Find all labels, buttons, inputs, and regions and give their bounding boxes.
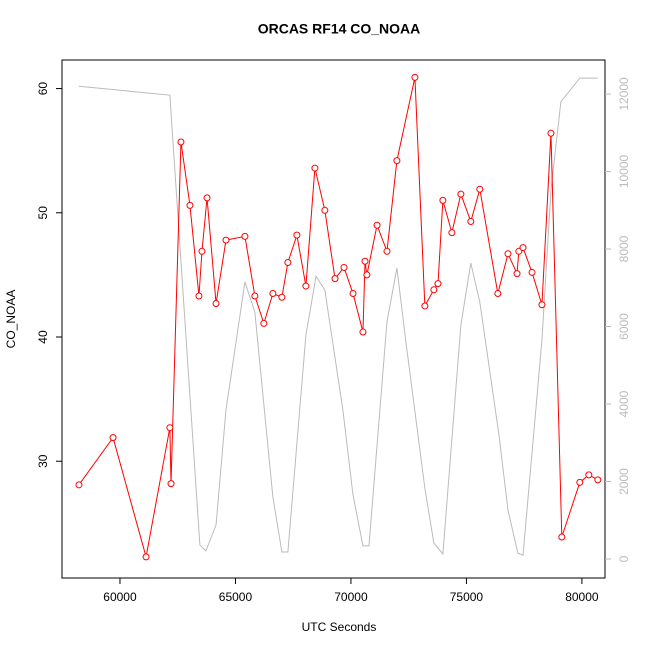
chart-title: ORCAS RF14 CO_NOAA — [258, 21, 421, 37]
data-point — [411, 73, 419, 81]
data-point — [361, 257, 369, 265]
data-point — [363, 271, 371, 279]
data-point — [260, 319, 268, 327]
data-point — [558, 533, 566, 541]
data-point — [75, 481, 83, 489]
x-tick-label: 80000 — [565, 590, 599, 604]
data-point — [585, 471, 593, 479]
y-tick-label: 30 — [36, 454, 50, 468]
x-tick-label: 60000 — [103, 590, 137, 604]
y2-tick-label: 12000 — [617, 77, 631, 111]
data-point — [439, 196, 447, 204]
data-point — [278, 293, 286, 301]
y-tick-label: 50 — [36, 206, 50, 220]
x-tick-label: 70000 — [334, 590, 368, 604]
data-point — [519, 244, 527, 252]
data-point — [212, 299, 220, 307]
data-point — [331, 275, 339, 283]
data-point — [340, 263, 348, 271]
data-point — [421, 302, 429, 310]
data-point — [166, 424, 174, 432]
data-point — [167, 480, 175, 488]
series-line — [78, 77, 598, 556]
y2-tick-label: 10000 — [617, 154, 631, 188]
data-point — [311, 164, 319, 172]
data-point — [293, 231, 301, 239]
data-point — [513, 270, 521, 278]
data-point — [241, 232, 249, 240]
data-point — [177, 138, 185, 146]
data-point — [383, 247, 391, 255]
data-point — [186, 201, 194, 209]
data-point — [302, 282, 310, 290]
data-point — [504, 250, 512, 258]
data-point — [434, 280, 442, 288]
y-axis-label: CO_NOAA — [4, 290, 18, 349]
data-point — [142, 553, 150, 561]
x-tick-label: 75000 — [450, 590, 484, 604]
data-point — [576, 478, 584, 486]
x-tick-label: 65000 — [219, 590, 253, 604]
y2-tick-label: 0 — [617, 555, 631, 562]
data-point — [284, 258, 292, 266]
data-point — [467, 217, 475, 225]
data-point — [222, 236, 230, 244]
data-point — [349, 290, 357, 298]
y2-tick-label: 2000 — [617, 468, 631, 495]
data-point — [430, 286, 438, 294]
data-point — [494, 290, 502, 298]
plot-frame — [61, 59, 606, 579]
y-tick-label: 60 — [36, 82, 50, 96]
data-point — [195, 292, 203, 300]
data-point — [373, 221, 381, 229]
data-point — [359, 328, 367, 336]
data-point — [538, 301, 546, 309]
data-point — [269, 290, 277, 298]
data-point — [393, 157, 401, 165]
data-point — [198, 247, 206, 255]
data-point — [321, 206, 329, 214]
data-point — [528, 268, 536, 276]
data-point — [448, 229, 456, 237]
y2-tick-label: 8000 — [617, 235, 631, 262]
y-tick-label: 40 — [36, 330, 50, 344]
data-point — [251, 292, 259, 300]
x-axis-label: UTC Seconds — [302, 620, 377, 634]
y2-tick-label: 6000 — [617, 313, 631, 340]
data-point — [547, 129, 555, 137]
y2-tick-label: 4000 — [617, 390, 631, 417]
series-line — [78, 77, 599, 558]
data-point — [109, 434, 117, 442]
data-point — [457, 190, 465, 198]
data-point — [594, 476, 602, 484]
data-point — [203, 194, 211, 202]
data-point — [476, 185, 484, 193]
